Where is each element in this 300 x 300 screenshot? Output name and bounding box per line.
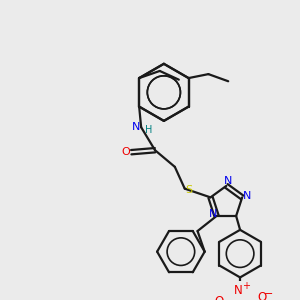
Text: N: N — [243, 191, 251, 201]
Text: S: S — [185, 185, 192, 195]
Text: +: + — [242, 281, 250, 291]
Text: N: N — [234, 284, 243, 297]
Text: N: N — [208, 209, 217, 219]
Text: N: N — [132, 122, 141, 132]
Text: N: N — [224, 176, 232, 186]
Text: −: − — [264, 289, 273, 299]
Text: O: O — [258, 291, 267, 300]
Text: O: O — [121, 147, 130, 157]
Text: O: O — [214, 296, 223, 300]
Text: H: H — [145, 125, 152, 135]
